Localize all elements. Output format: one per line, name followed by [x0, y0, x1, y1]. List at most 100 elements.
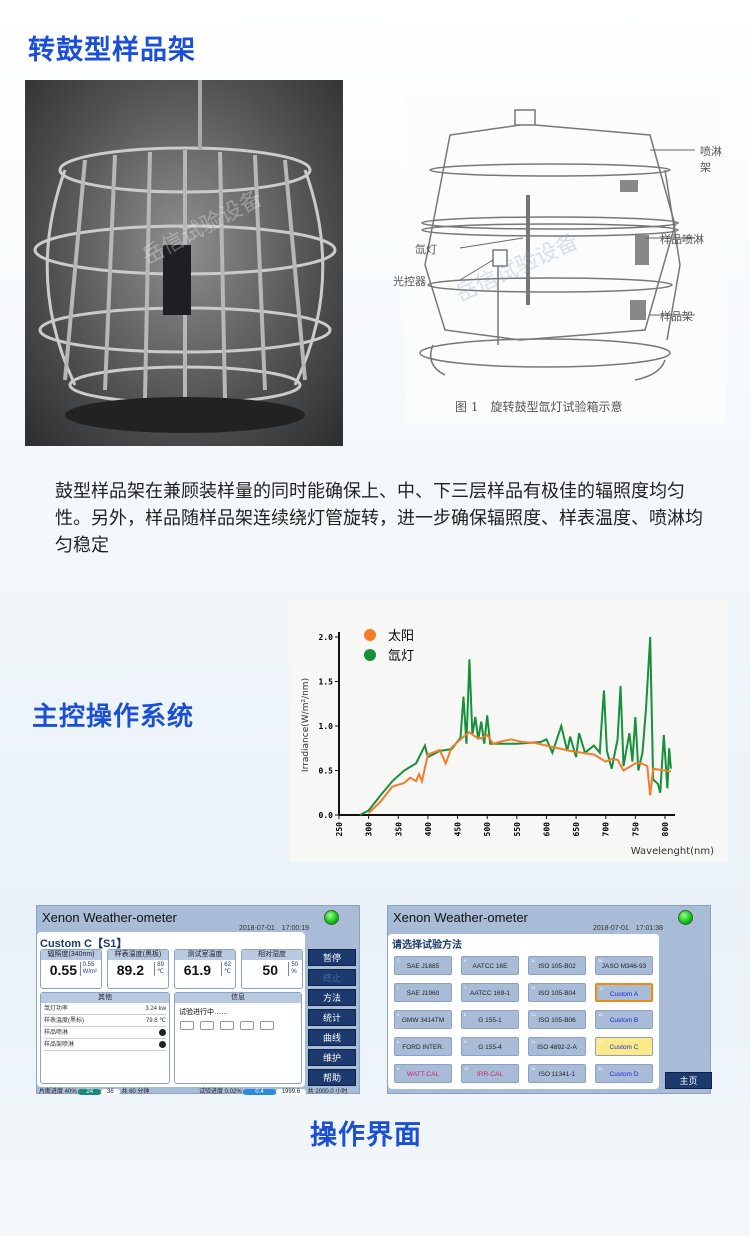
- indicator-dot-icon: [159, 1041, 166, 1048]
- method-button[interactable]: 17 Custom A: [595, 983, 653, 1002]
- stepper-icon[interactable]: [260, 1021, 274, 1030]
- diagram-drawing: [419, 109, 695, 381]
- x-tick-label: 700: [602, 822, 611, 837]
- test-progress: 试验进度 0.02% 0.4 1999.6 共 2000.0 小时: [199, 1089, 348, 1095]
- label-light-controller: 光控器: [393, 275, 426, 288]
- irradiance-chart: 0.0 0.5 1.0 1.5 2.0 250 300 350 400 450 500 550 600 6…: [290, 600, 728, 862]
- drum-rack-photo: 岳信试验设备: [25, 80, 343, 446]
- method-button[interactable]: 20 Custom D: [595, 1064, 653, 1083]
- description-text: 鼓型样品架在兼顾装样量的同时能确保上、中、下三层样品有极佳的辐照度均匀性。另外，…: [55, 481, 703, 556]
- ui2-title: Xenon Weather-ometer: [393, 910, 528, 925]
- status-led-icon: [678, 910, 693, 925]
- gauge-1: 样表温度(黑板) 89.2 89 ℃: [107, 949, 169, 989]
- stepper-icon[interactable]: [200, 1021, 214, 1030]
- method-button[interactable]: 14 ISO 4892-2-A: [528, 1037, 586, 1056]
- x-tick-label: 550: [513, 822, 522, 837]
- side-button-6[interactable]: 帮助: [308, 1069, 356, 1086]
- method-button[interactable]: 10 IRR-CAL: [461, 1064, 519, 1083]
- ui-status-screen: Xenon Weather-ometer 2018-07-01 17:00:19…: [36, 905, 360, 1095]
- x-tick-label: 650: [572, 822, 581, 837]
- gauge-3: 相对湿度 50 50%: [241, 949, 303, 989]
- series-line-1: [359, 636, 672, 816]
- indicator-dot-icon: [159, 1029, 166, 1036]
- method-button[interactable]: 4 FORD INTER.: [394, 1037, 452, 1056]
- program-name: Custom C【S1】: [40, 938, 128, 950]
- info-title: 信息: [175, 993, 301, 1003]
- section-title-drum-rack: 转鼓型样品架: [28, 35, 196, 66]
- gauge-0: 辐照度(340nm) 0.55 0.55 W/m²: [40, 949, 102, 989]
- series-line-0: [367, 730, 672, 814]
- x-axis-label: Wavelenght(nm): [631, 846, 714, 857]
- method-button[interactable]: 18 Custom B: [595, 1010, 653, 1029]
- method-button[interactable]: 2 SAE J1960: [394, 983, 452, 1002]
- x-tick-label: 800: [661, 822, 670, 837]
- x-tick-label: 450: [454, 822, 463, 837]
- stepper-icon[interactable]: [240, 1021, 254, 1030]
- ui1-title: Xenon Weather-ometer: [42, 910, 177, 925]
- method-button[interactable]: 6 AATCC 16E: [461, 956, 519, 975]
- legend-label: 氙灯: [388, 649, 414, 664]
- method-button[interactable]: 12 ISO 105-B04: [528, 983, 586, 1002]
- label-xenon-lamp: 氙灯: [415, 243, 437, 256]
- home-button[interactable]: 主页: [665, 1072, 712, 1089]
- side-button-0[interactable]: 暂停: [308, 949, 356, 966]
- method-button[interactable]: 19 Custom C: [595, 1037, 653, 1056]
- method-button[interactable]: 15 ISO 11341-1: [528, 1064, 586, 1083]
- x-tick-label: 250: [335, 822, 344, 837]
- x-tick-label: 300: [365, 822, 374, 837]
- label-sample-spray: 样品喷淋: [660, 233, 704, 246]
- stepper-icon[interactable]: [180, 1021, 194, 1030]
- drum-xenon-diagram: 喷淋架 样品喷淋 氙灯 光控器 样品架 图 1 旋转鼓型氙灯试验箱示意 岳信试验…: [393, 95, 727, 423]
- side-button-3[interactable]: 统计: [308, 1009, 356, 1026]
- stepper-icon[interactable]: [220, 1021, 234, 1030]
- side-button-1[interactable]: 终止: [308, 969, 356, 986]
- method-button[interactable]: 1 SAE J1885: [394, 956, 452, 975]
- status-led-icon: [324, 910, 339, 925]
- y-tick-label: 0.0: [319, 811, 334, 820]
- side-button-5[interactable]: 维护: [308, 1049, 356, 1066]
- method-button[interactable]: 7 AATCC 169-1: [461, 983, 519, 1002]
- other-row: 样品架喷淋: [44, 1039, 166, 1051]
- method-button[interactable]: 11 ISO 105-B02: [528, 956, 586, 975]
- legend-label: 太阳: [388, 629, 414, 644]
- other-row: 样表温度(黑标) 79.8 ℃: [44, 1015, 166, 1027]
- method-button[interactable]: 5 WATT-CAL: [394, 1064, 452, 1083]
- x-tick-label: 350: [394, 822, 403, 837]
- label-sample-rack: 样品架: [660, 310, 693, 323]
- other-title: 其他: [41, 993, 169, 1003]
- side-button-2[interactable]: 方法: [308, 989, 356, 1006]
- segment-progress: 片断进度 40% 24 36 共 60 分钟: [39, 1089, 150, 1095]
- side-button-4[interactable]: 曲线: [308, 1029, 356, 1046]
- section-title-interface: 操作界面: [310, 1120, 422, 1151]
- method-heading: 请选择试验方法: [392, 940, 462, 951]
- x-tick-label: 400: [424, 822, 433, 837]
- legend-marker: [364, 649, 376, 661]
- y-tick-label: 1.5: [319, 678, 334, 687]
- ui-method-screen: Xenon Weather-ometer 2018-07-01 17:01:38…: [387, 905, 712, 1094]
- label-spray-rack: 喷淋架: [700, 145, 722, 174]
- y-tick-label: 1.0: [319, 722, 334, 731]
- ui2-time: 2018-07-01 17:01:38: [593, 925, 664, 932]
- legend-marker: [364, 629, 376, 641]
- y-axis-label: Irradiance(W/m²/nm): [301, 678, 311, 772]
- other-row: 氙灯功率 3.24 kw: [44, 1003, 166, 1015]
- other-panel: 其他 氙灯功率 3.24 kw 样表温度(黑标) 79.8 ℃ 样品喷淋 样品架喷淋: [40, 992, 170, 1084]
- method-button[interactable]: 16 JASO M346-93: [595, 956, 653, 975]
- ui1-time: 2018-07-01 17:00:19: [239, 925, 310, 932]
- gauge-2: 测试室温度 61.9 62 ℃: [174, 949, 236, 989]
- y-tick-label: 0.5: [319, 767, 334, 776]
- section-title-control-system: 主控操作系统: [32, 702, 195, 732]
- method-button[interactable]: 13 ISO 105-B06: [528, 1010, 586, 1029]
- other-row: 样品喷淋: [44, 1027, 166, 1039]
- x-tick-label: 500: [483, 822, 492, 837]
- info-panel: 信息 试验进行中……: [174, 992, 302, 1084]
- chart-svg: 0.0 0.5 1.0 1.5 2.0 250 300 350 400 450 500 550 600 6…: [301, 629, 714, 857]
- info-text: 试验进行中……: [179, 1009, 228, 1016]
- x-tick-label: 600: [542, 822, 551, 837]
- x-tick-label: 750: [631, 822, 640, 837]
- method-button[interactable]: 3 GMW 3414TM: [394, 1010, 452, 1029]
- drum-rack-illustration: [33, 80, 337, 433]
- diagram-caption: 图 1 旋转鼓型氙灯试验箱示意: [455, 400, 623, 414]
